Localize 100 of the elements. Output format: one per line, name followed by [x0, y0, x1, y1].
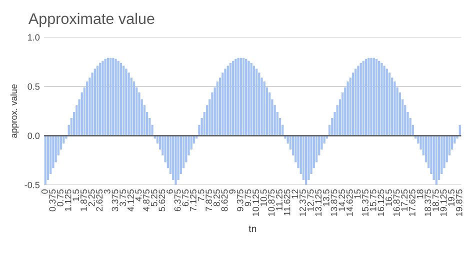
bar — [44, 136, 46, 185]
bar — [122, 66, 125, 136]
x-tick-label: 16.125 — [378, 189, 384, 216]
bar — [364, 58, 368, 136]
bar — [109, 58, 112, 136]
bar — [86, 82, 88, 136]
x-tick-label: 19.125 — [440, 189, 447, 216]
bar — [222, 72, 224, 136]
bar — [237, 58, 240, 136]
x-tick-label: 2.25 — [88, 189, 95, 206]
bar — [245, 58, 248, 136]
bar — [102, 60, 104, 136]
x-tick-label: 12 — [292, 189, 298, 198]
x-tick-label: 0.375 — [49, 189, 56, 212]
x-tick-label: 5.25 — [150, 189, 158, 206]
x-tick-label: 3.75 — [120, 189, 126, 206]
x-tick-label: 8.25 — [213, 189, 220, 206]
x-tick-label: 12.375 — [300, 189, 306, 216]
x-tick-label: 14.625 — [346, 189, 353, 216]
bar — [112, 58, 114, 136]
bar — [94, 68, 96, 136]
bar — [99, 62, 102, 136]
bar — [106, 58, 110, 136]
y-tick-label: 0.0 — [28, 132, 40, 140]
x-tick-label: 15.375 — [362, 189, 368, 216]
x-tick-label: 1.875 — [80, 189, 87, 211]
bar — [362, 60, 365, 136]
bar — [368, 58, 370, 136]
bar — [352, 72, 354, 136]
bar — [114, 58, 117, 136]
x-tick-label: 18.75 — [432, 189, 439, 211]
bar — [128, 72, 130, 136]
bar — [226, 66, 229, 136]
y-tick-label: -0.5 — [24, 182, 40, 188]
x-tick-label: 1.5 — [72, 189, 80, 201]
x-tick-label: 7.5 — [198, 189, 204, 202]
bar — [252, 66, 256, 136]
bar — [104, 58, 106, 136]
x-tick-label: 11.625 — [284, 189, 290, 216]
bar — [91, 72, 94, 136]
bar — [370, 58, 372, 136]
x-tick-label: 6.75 — [182, 189, 189, 206]
bar — [242, 58, 245, 136]
bar — [96, 66, 99, 136]
x-tick-label: 6 — [166, 189, 173, 194]
x-tick-label: 13.5 — [322, 189, 330, 206]
bar — [394, 82, 396, 136]
bar — [357, 66, 360, 136]
bar — [372, 58, 375, 136]
x-tick-label: 9.375 — [236, 189, 244, 212]
bar — [216, 82, 219, 136]
bar — [375, 58, 378, 136]
bar — [380, 62, 383, 136]
x-tick-label: 19.5 — [448, 189, 454, 206]
y-tick-label: 0.5 — [28, 83, 40, 90]
x-tick-label: 15 — [354, 189, 361, 198]
bar — [354, 68, 357, 136]
x-tick-label: 17.25 — [401, 189, 408, 211]
x-tick-label: 3.375 — [112, 189, 118, 212]
x-tick-label: 0 — [41, 189, 48, 194]
bar — [232, 60, 234, 136]
x-tick-label: 2.625 — [96, 189, 103, 212]
x-tick-label: 18 — [416, 189, 424, 198]
bar — [258, 72, 260, 136]
x-tick-label: 19.875 — [456, 189, 462, 216]
bar — [388, 72, 391, 136]
bar — [248, 60, 250, 136]
x-tick-label: 4.875 — [143, 189, 150, 212]
bar — [383, 66, 386, 136]
x-tick-label: 6.375 — [174, 189, 181, 212]
x-tick-label: 7.125 — [190, 189, 196, 212]
y-axis-title: approx. value — [10, 84, 19, 138]
bar — [125, 68, 128, 136]
bar — [435, 136, 438, 185]
x-tick-label: 10.5 — [260, 189, 267, 206]
bar — [234, 58, 237, 136]
x-tick-label: 4.125 — [127, 189, 134, 212]
x-tick-label: 14.25 — [338, 189, 346, 211]
x-tick-label: 5.625 — [158, 189, 166, 212]
x-tick-label: 10.125 — [252, 189, 259, 216]
bar — [229, 62, 232, 136]
x-tick-label: 4.5 — [135, 189, 142, 202]
bar — [378, 60, 380, 136]
x-tick-label: 16.5 — [386, 189, 392, 206]
x-tick-label: 7.875 — [206, 189, 212, 212]
x-tick-label: 0.75 — [57, 189, 64, 206]
x-tick-label: 13.125 — [315, 189, 322, 216]
x-tick-label: 10.875 — [268, 189, 275, 216]
x-tick-label: 13.875 — [330, 189, 338, 216]
x-tick-label: 12.75 — [307, 189, 314, 211]
bar — [117, 60, 120, 136]
bar — [250, 62, 252, 136]
bar — [305, 136, 308, 185]
y-tick-label: 1.0 — [28, 34, 40, 41]
bar — [255, 68, 258, 136]
x-tick-label: 15.75 — [370, 189, 376, 211]
x-tick-label: 18.375 — [424, 189, 432, 216]
bar — [386, 68, 388, 136]
x-tick-label: 17.625 — [409, 189, 416, 216]
x-tick-label: 1.125 — [64, 189, 72, 211]
